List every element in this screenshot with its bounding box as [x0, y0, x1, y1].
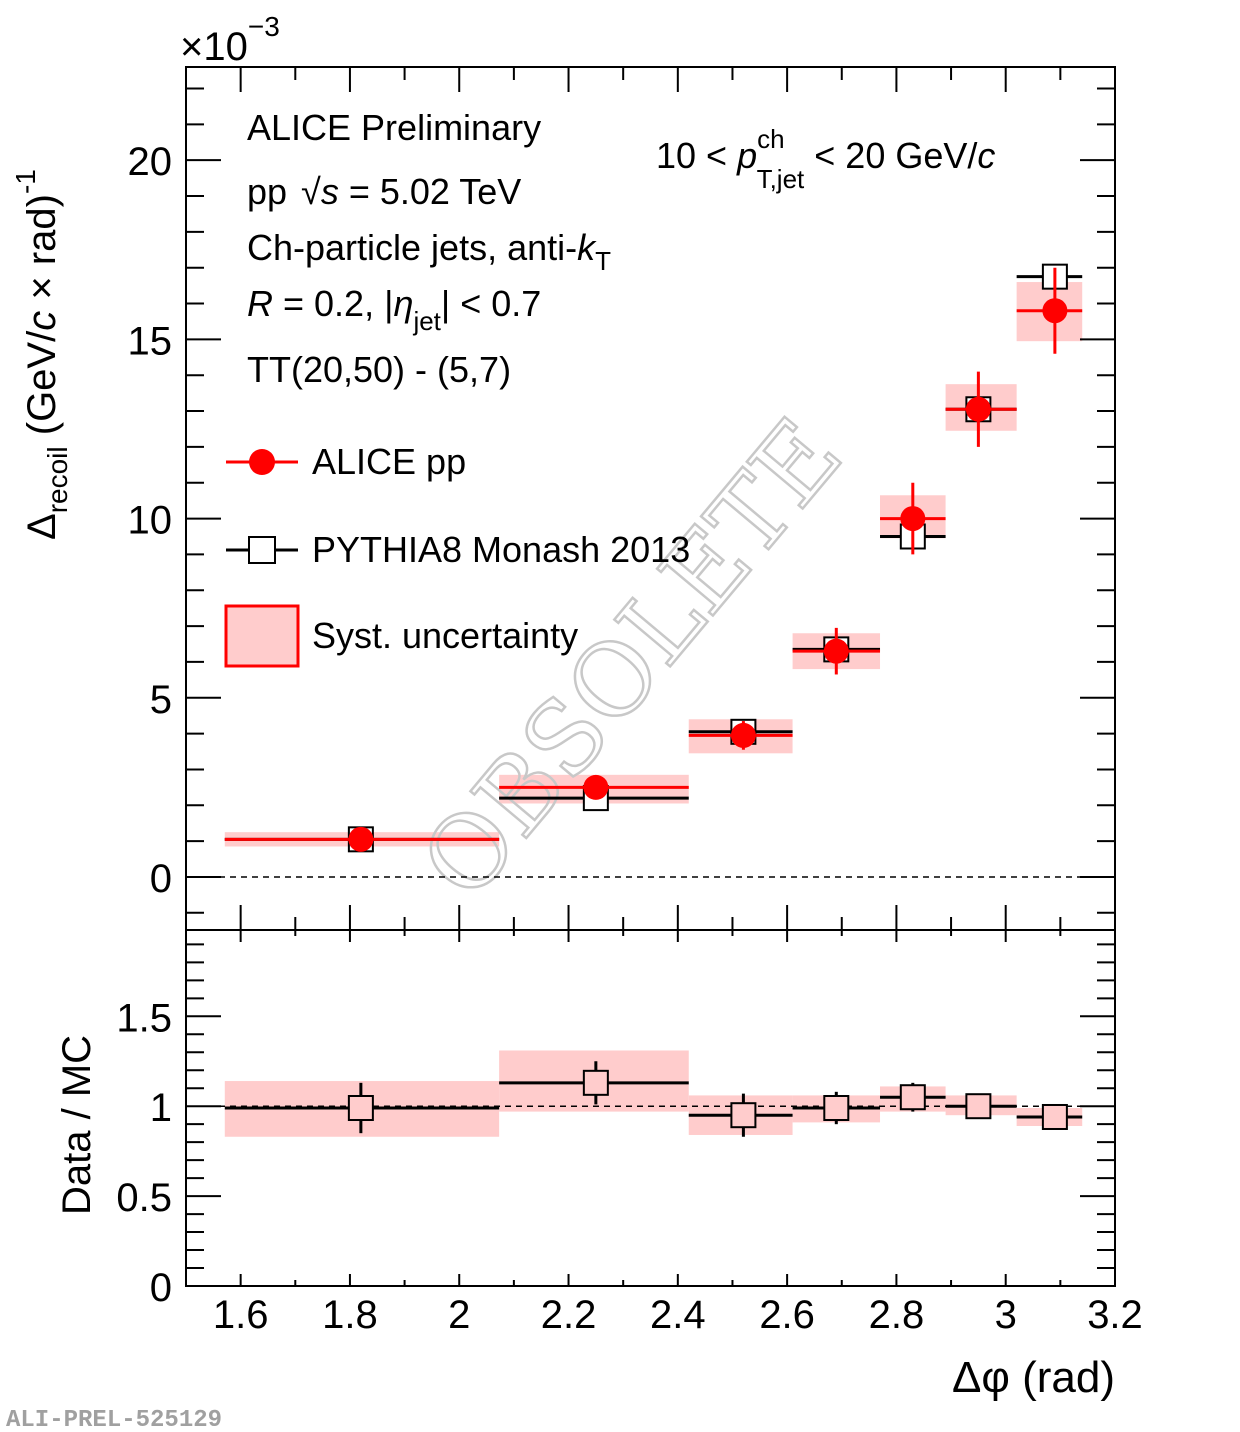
data-marker	[823, 638, 849, 664]
trigger-track-label: TT(20,50) - (5,7)	[247, 349, 511, 390]
annotation-block: ALICE Preliminary pp √s = 5.02 TeV Ch-par…	[247, 107, 995, 390]
jet-pt-range-label: 10 < pch T,jet < 20 GeV/c	[656, 124, 995, 194]
y-tick-label: 0	[150, 857, 172, 901]
ratio-marker	[899, 1084, 926, 1111]
collision-system-label: pp √s = 5.02 TeV	[247, 171, 521, 212]
x-tick-label: 3.2	[1087, 1293, 1143, 1337]
legend-pythia-label: PYTHIA8 Monash 2013	[312, 529, 690, 570]
x-tick-label: 3	[995, 1293, 1017, 1337]
legend-alice-marker	[249, 449, 275, 475]
x-tick-label: 2.2	[541, 1293, 597, 1337]
y-multiplier: ×10−3	[180, 11, 280, 69]
tick-labels: 1.6 1.8 2 2.2 2.4 2.6 2.8 3 3.2 0 5 10 15 20 0 0.5 1 1.5	[116, 140, 1142, 1337]
data-marker	[583, 774, 609, 800]
data-marker	[348, 826, 374, 852]
data-marker	[900, 506, 926, 532]
data-marker	[965, 396, 991, 422]
y-tick-label: 0.5	[116, 1176, 172, 1220]
y-tick-label: 20	[128, 140, 173, 184]
legend-entry-alice-pp: ALICE pp	[226, 441, 466, 482]
x-tick-label: 1.8	[322, 1293, 378, 1337]
legend-syst-label: Syst. uncertainty	[312, 615, 578, 656]
ratio-marker	[1041, 1103, 1068, 1130]
jet-definition-label: Ch-particle jets, anti-kT	[247, 227, 611, 276]
legend: ALICE pp PYTHIA8 Monash 2013 Syst. uncer…	[224, 441, 690, 668]
y-tick-label: 10	[128, 499, 173, 543]
legend-entry-syst: Syst. uncertainty	[224, 604, 578, 668]
y-tick-label: 0	[150, 1266, 172, 1310]
ratio-marker	[730, 1102, 757, 1129]
y-tick-label: 15	[128, 319, 173, 363]
legend-syst-box	[224, 604, 300, 668]
y-tick-label: 1	[150, 1086, 172, 1130]
legend-pythia-marker	[248, 536, 276, 564]
data-marker	[1042, 298, 1068, 324]
x-tick-label: 2.4	[650, 1293, 706, 1337]
ratio-marker	[823, 1095, 850, 1121]
y-tick-label: 1.5	[116, 996, 172, 1040]
legend-entry-pythia: PYTHIA8 Monash 2013	[226, 529, 690, 570]
x-tick-label: 2	[448, 1293, 470, 1337]
data-marker	[730, 722, 756, 748]
axis-ticks	[185, 67, 1116, 1287]
legend-alice-label: ALICE pp	[312, 441, 466, 482]
lower-data-points	[224, 1061, 1083, 1137]
y-tick-label: 5	[150, 678, 172, 722]
x-axis-label: Δφ (rad)	[952, 1353, 1115, 1402]
ratio-marker	[965, 1093, 992, 1120]
lower-y-axis-label: Data / MC	[55, 1035, 99, 1215]
experiment-label: ALICE Preliminary	[247, 107, 541, 148]
figure-id: ALI-PREL-525129	[6, 1407, 222, 1432]
x-tick-label: 2.6	[759, 1293, 815, 1337]
lower-syst-boxes	[224, 1050, 1083, 1137]
ratio-marker	[582, 1069, 609, 1096]
x-tick-label: 2.8	[869, 1293, 925, 1337]
upper-data-points	[224, 263, 1083, 853]
ratio-marker	[347, 1095, 374, 1121]
x-tick-label: 1.6	[213, 1293, 269, 1337]
lower-plot-frame	[185, 929, 1116, 1287]
upper-y-axis-label: Δrecoil (GeV/c × rad)-1	[10, 169, 73, 540]
jet-radius-label: R = 0.2, |ηjet| < 0.7	[247, 283, 541, 336]
